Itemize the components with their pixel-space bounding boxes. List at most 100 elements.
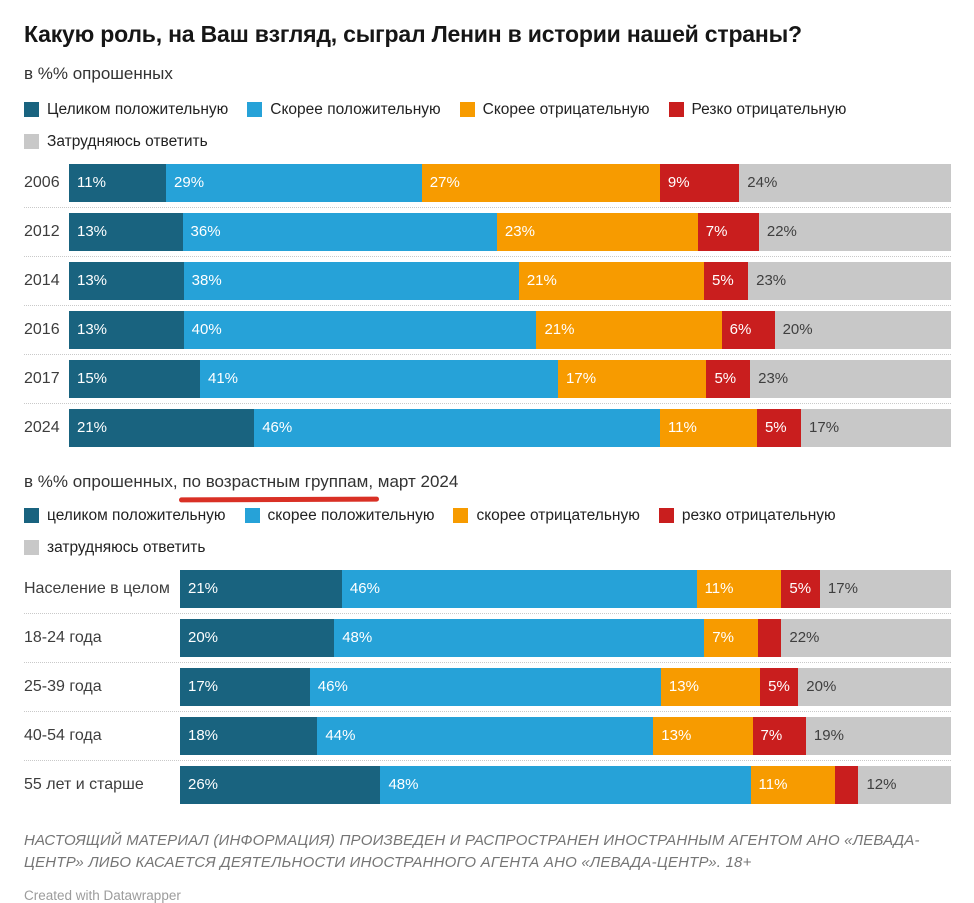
segment-value-label: 46% bbox=[349, 580, 380, 598]
category-label: 2006 bbox=[24, 173, 60, 191]
bar-row: Население в целом 21% 46% 11% 5% 17% bbox=[24, 569, 951, 608]
bar-segment: 48% bbox=[334, 618, 705, 657]
bar-segment: 20% bbox=[774, 310, 951, 349]
legend-swatch bbox=[658, 508, 674, 524]
bar-row: 2017 15% 41% 17% 5% 23% bbox=[24, 353, 951, 398]
bar-segment: 29% bbox=[166, 163, 422, 202]
bar-segment: 17% bbox=[180, 667, 310, 706]
bar-segment: 11% bbox=[696, 569, 782, 608]
bar-segment: 13% bbox=[69, 212, 183, 251]
segment-value-label: 46% bbox=[317, 678, 348, 696]
chart-years-subtitle: в %% опрошенных bbox=[24, 63, 173, 83]
legend-item: затрудняюсь ответить bbox=[24, 539, 205, 557]
category-label: 55 лет и старше bbox=[24, 775, 144, 793]
subtitle-highlight-underlined: по возрастным группам, bbox=[182, 471, 374, 491]
segment-value-label: 23% bbox=[504, 223, 535, 241]
bar-row: 18-24 года 20% 48% 7% 22% bbox=[24, 612, 951, 657]
segment-value-label: 19% bbox=[813, 727, 844, 745]
segment-value-label: 17% bbox=[566, 370, 597, 388]
segment-value-label: 15% bbox=[77, 370, 108, 388]
legend-item: Резко отрицательную bbox=[668, 100, 847, 119]
category-label: 2016 bbox=[24, 320, 60, 338]
bar-segment: 6% bbox=[721, 310, 775, 349]
bar-segment: 13% bbox=[69, 310, 184, 349]
segment-value-label: 17% bbox=[827, 580, 858, 598]
segment-value-label: 5% bbox=[764, 419, 787, 437]
segment-value-label: 21% bbox=[188, 580, 219, 598]
legend-swatch bbox=[24, 508, 39, 524]
segment-value-label: 20% bbox=[188, 629, 219, 647]
bar-row: 2016 13% 40% 21% 6% 20% bbox=[24, 304, 951, 349]
segment-value-label: 48% bbox=[388, 776, 419, 794]
segment-value-label: 7% bbox=[712, 629, 734, 647]
category-label: 25-39 года bbox=[24, 677, 102, 695]
category-label: 2024 bbox=[24, 418, 60, 436]
segment-value-label: 17% bbox=[188, 678, 219, 696]
stacked-bar: 18% 44% 13% 7% 19% bbox=[180, 716, 951, 755]
legend-item: резко отрицательную bbox=[658, 507, 836, 525]
segment-value-label: 13% bbox=[77, 272, 108, 290]
segment-value-label: 7% bbox=[760, 727, 783, 745]
segment-value-label: 41% bbox=[207, 370, 239, 388]
legend-label: целиком положительную bbox=[47, 506, 226, 524]
subtitle-suffix: март 2024 bbox=[373, 471, 459, 491]
legend-label: Затрудняюсь ответить bbox=[47, 132, 208, 150]
legend-item: Скорее отрицательную bbox=[459, 100, 650, 119]
bar-segment: 22% bbox=[758, 212, 951, 251]
bar-segment bbox=[835, 765, 859, 804]
legend-label: Целиком положительную bbox=[47, 100, 229, 118]
bar-row: 55 лет и старше 26% 48% 11% 12% bbox=[24, 759, 951, 804]
bar-segment: 5% bbox=[756, 408, 802, 447]
segment-value-label: 13% bbox=[668, 678, 699, 696]
segment-value-label: 23% bbox=[756, 272, 787, 290]
segment-value-label: 6% bbox=[729, 321, 752, 339]
bar-segment: 48% bbox=[380, 765, 751, 804]
legend-item: скорее положительную bbox=[244, 507, 434, 525]
bar-segment: 46% bbox=[254, 408, 660, 447]
segment-value-label: 17% bbox=[809, 419, 840, 437]
segment-value-label: 11% bbox=[667, 419, 697, 437]
legend-swatch bbox=[24, 540, 39, 556]
segment-value-label: 11% bbox=[758, 776, 788, 794]
bar-segment: 44% bbox=[317, 716, 654, 755]
bar-segment: 12% bbox=[858, 765, 951, 804]
segment-value-label: 24% bbox=[747, 174, 778, 192]
segment-value-label: 40% bbox=[191, 321, 222, 339]
segment-value-label: 20% bbox=[782, 321, 813, 339]
segment-value-label: 22% bbox=[766, 223, 797, 241]
bar-segment: 5% bbox=[760, 667, 799, 706]
stacked-bar: 20% 48% 7% 22% bbox=[180, 618, 951, 657]
bar-segment: 23% bbox=[748, 261, 951, 300]
legend-label: затрудняюсь ответить bbox=[47, 538, 206, 556]
bar-segment: 38% bbox=[183, 261, 519, 300]
page-title: Какую роль, на Ваш взгляд, сыграл Ленин … bbox=[24, 21, 802, 47]
stacked-bar: 11% 29% 27% 9% 24% bbox=[69, 163, 951, 202]
stacked-bar-chart-years: 2006 11% 29% 27% 9% 24% 2012 13% 36% 23% 7% 22% 2014… bbox=[24, 163, 951, 447]
bar-segment: 27% bbox=[421, 163, 660, 202]
bar-segment: 18% bbox=[180, 716, 318, 755]
legend-label: Скорее отрицательную bbox=[482, 100, 650, 118]
stacked-bar: 17% 46% 13% 5% 20% bbox=[180, 667, 951, 706]
bar-row: 2012 13% 36% 23% 7% 22% bbox=[24, 206, 951, 251]
segment-value-label: 23% bbox=[758, 370, 789, 388]
stacked-bar: 13% 40% 21% 6% 20% bbox=[69, 310, 951, 349]
foreign-agent-footnote: НАСТОЯЩИЙ МАТЕРИАЛ (ИНФОРМАЦИЯ) ПРОИЗВЕД… bbox=[24, 831, 920, 871]
bar-segment: 11% bbox=[659, 408, 757, 447]
bar-row: 2006 11% 29% 27% 9% 24% bbox=[24, 163, 951, 202]
category-label: Население в целом bbox=[24, 579, 170, 597]
bar-segment: 21% bbox=[69, 408, 255, 447]
segment-value-label: 29% bbox=[174, 174, 205, 192]
segment-value-label: 11% bbox=[77, 174, 106, 192]
legend-label: Резко отрицательную bbox=[691, 100, 847, 118]
datawrapper-attribution[interactable]: Created with Datawrapper bbox=[24, 888, 181, 903]
bar-segment: 46% bbox=[341, 569, 697, 608]
bar-segment: 5% bbox=[781, 569, 820, 608]
legend-swatch bbox=[24, 134, 39, 150]
legend-item: целиком положительную bbox=[24, 507, 226, 525]
legend-label: скорее отрицательную bbox=[476, 506, 640, 524]
legend-swatch bbox=[244, 508, 260, 524]
legend-swatch bbox=[453, 508, 469, 524]
segment-value-label: 5% bbox=[768, 678, 790, 696]
legend-swatch bbox=[668, 102, 684, 118]
chart-age-subtitle: в %% опрошенных, по возрастным группам, … bbox=[24, 472, 951, 492]
